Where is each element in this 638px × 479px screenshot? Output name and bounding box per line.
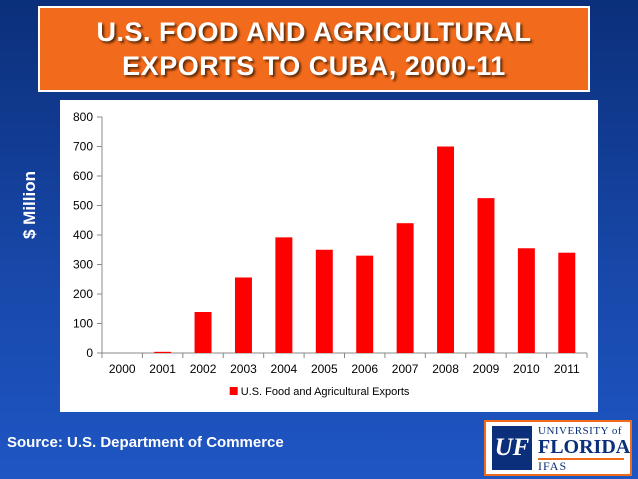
bar-2003 xyxy=(234,277,252,353)
y-tick-label-600: 600 xyxy=(73,169,93,183)
title-line-2: EXPORTS TO CUBA, 2000-11 xyxy=(122,51,506,81)
x-tick-label-2009: 2009 xyxy=(473,362,500,376)
logo-florida-text: FLORIDA xyxy=(538,436,631,458)
bar-2006 xyxy=(356,255,374,353)
x-tick-label-2001: 2001 xyxy=(149,362,176,376)
bar-2007 xyxy=(396,223,414,353)
uf-monogram: UF xyxy=(492,426,532,470)
y-tick-label-0: 0 xyxy=(86,346,93,360)
title-line-1: U.S. FOOD AND AGRICULTURAL xyxy=(96,17,532,47)
y-tick-label-100: 100 xyxy=(73,317,93,331)
source-note: Source: U.S. Department of Commerce xyxy=(7,434,284,451)
legend-swatch xyxy=(229,387,238,395)
y-tick-label-400: 400 xyxy=(73,228,93,242)
y-tick-label-700: 700 xyxy=(73,140,93,154)
bar-2011 xyxy=(558,252,576,353)
title-box: U.S. FOOD AND AGRICULTURAL EXPORTS TO CU… xyxy=(38,6,590,92)
uf-ifas-logo: UF UNIVERSITY of FLORIDA IFAS xyxy=(484,420,632,476)
legend-label: U.S. Food and Agricultural Exports xyxy=(241,386,410,398)
x-tick-label-2008: 2008 xyxy=(432,362,459,376)
logo-university-text: UNIVERSITY of xyxy=(538,425,622,437)
x-tick-label-2007: 2007 xyxy=(392,362,419,376)
bar-2010 xyxy=(517,248,535,353)
x-tick-label-2004: 2004 xyxy=(271,362,298,376)
y-axis-label: $ Million xyxy=(20,171,39,239)
x-tick-label-2006: 2006 xyxy=(351,362,378,376)
y-tick-label-500: 500 xyxy=(73,199,93,213)
bar-2001 xyxy=(154,351,172,353)
bar-2005 xyxy=(315,249,333,353)
x-tick-label-2002: 2002 xyxy=(190,362,217,376)
x-tick-label-2010: 2010 xyxy=(513,362,540,376)
bar-2002 xyxy=(194,311,212,353)
x-tick-label-2011: 2011 xyxy=(554,362,580,376)
x-tick-label-2003: 2003 xyxy=(230,362,257,376)
x-tick-label-2000: 2000 xyxy=(109,362,136,376)
x-tick-label-2005: 2005 xyxy=(311,362,338,376)
bar-2009 xyxy=(477,198,495,353)
logo-divider xyxy=(538,458,624,460)
y-tick-label-800: 800 xyxy=(73,110,93,124)
bar-2004 xyxy=(275,237,293,353)
chart-panel: 0 100 200 300 400 500 600 700 800 2000 2001 2002 200… xyxy=(60,100,598,412)
logo-ifas-text: IFAS xyxy=(538,459,568,473)
bar-2008 xyxy=(437,146,455,353)
y-tick-label-300: 300 xyxy=(73,258,93,272)
bar-chart: 0 100 200 300 400 500 600 700 800 2000 2001 2002 200… xyxy=(73,110,588,398)
y-tick-label-200: 200 xyxy=(73,287,93,301)
